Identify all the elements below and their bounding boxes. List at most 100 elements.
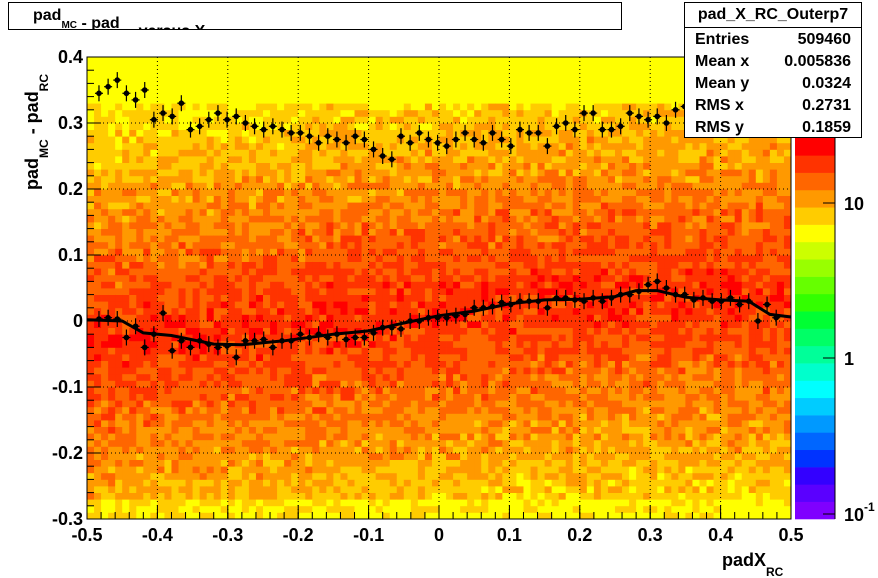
- heatmap-cell: [389, 505, 398, 513]
- heatmap-cell: [185, 486, 193, 493]
- heatmap-cell: [164, 281, 172, 289]
- heatmap-cell: [439, 70, 447, 78]
- heatmap-cell: [439, 202, 447, 210]
- heatmap-cell: [340, 90, 348, 97]
- heatmap-cell: [227, 208, 236, 216]
- heatmap-cell: [319, 426, 327, 434]
- heatmap-cell: [375, 505, 384, 513]
- heatmap-cell: [572, 215, 581, 223]
- heatmap-cell: [143, 288, 151, 295]
- heatmap-cell: [206, 505, 215, 513]
- heatmap-cell: [467, 103, 475, 111]
- heatmap-cell: [157, 162, 165, 170]
- heatmap-cell: [192, 321, 201, 328]
- heatmap-cell: [446, 479, 454, 487]
- heatmap-cell: [270, 63, 278, 71]
- heatmap-cell: [206, 360, 215, 368]
- heatmap-cell: [277, 406, 285, 414]
- heatmap-cell: [319, 63, 327, 71]
- heatmap-cell: [354, 149, 362, 157]
- heatmap-cell: [305, 294, 313, 302]
- heatmap-cell: [270, 281, 278, 289]
- heatmap-cell: [565, 347, 574, 355]
- heatmap-cell: [157, 459, 165, 467]
- heatmap-cell: [431, 281, 440, 289]
- heatmap-cell: [220, 472, 229, 480]
- heatmap-cell: [270, 340, 278, 348]
- heatmap-cell: [474, 433, 482, 441]
- heatmap-cell: [361, 512, 369, 520]
- heatmap-cell: [227, 222, 236, 229]
- heatmap-cell: [143, 505, 151, 513]
- heatmap-cell: [389, 380, 398, 388]
- heatmap-cell: [171, 123, 179, 130]
- heatmap-cell: [453, 439, 461, 447]
- heatmap-cell: [368, 116, 377, 124]
- heatmap-cell: [502, 149, 510, 157]
- heatmap-cell: [326, 479, 334, 487]
- heatmap-cell: [417, 274, 426, 282]
- heatmap-cell: [481, 406, 489, 414]
- heatmap-cell: [333, 380, 341, 388]
- heatmap-cell: [87, 439, 95, 447]
- heatmap-cell: [241, 228, 250, 236]
- heatmap-cell: [115, 393, 123, 401]
- heatmap-cell: [544, 486, 553, 493]
- heatmap-cell: [312, 380, 320, 388]
- heatmap-cell: [241, 406, 250, 414]
- heatmap-cell: [488, 413, 496, 421]
- heatmap-cell: [502, 189, 510, 196]
- heatmap-cell: [185, 149, 193, 157]
- heatmap-cell: [298, 228, 306, 236]
- heatmap-cell: [115, 413, 123, 421]
- heatmap-cell: [185, 208, 193, 216]
- heatmap-cell: [572, 182, 581, 190]
- heatmap-cell: [439, 453, 447, 460]
- heatmap-cell: [213, 129, 222, 137]
- heatmap-cell: [558, 380, 567, 388]
- heatmap-cell: [115, 129, 123, 137]
- heatmap-cell: [143, 426, 151, 434]
- heatmap-cell: [502, 453, 510, 460]
- heatmap-cell: [157, 208, 165, 216]
- heatmap-cell: [263, 169, 271, 177]
- heatmap-cell: [326, 499, 334, 507]
- heatmap-cell: [178, 57, 186, 64]
- heatmap-cell: [129, 175, 137, 183]
- heatmap-cell: [284, 182, 292, 190]
- heatmap-cell: [558, 400, 567, 408]
- heatmap-cell: [192, 413, 201, 421]
- heatmap-cell: [185, 439, 193, 447]
- heatmap-cell: [572, 208, 581, 216]
- heatmap-cell: [312, 129, 320, 137]
- heatmap-cell: [270, 307, 278, 315]
- heatmap-cell: [150, 499, 158, 507]
- heatmap-cell: [150, 380, 158, 388]
- heatmap-cell: [192, 446, 201, 454]
- heatmap-cell: [389, 116, 398, 124]
- heatmap-cell: [474, 156, 482, 163]
- heatmap-cell: [460, 109, 468, 117]
- heatmap-cell: [164, 228, 172, 236]
- heatmap-cell: [157, 268, 165, 276]
- heatmap-cell: [143, 420, 151, 427]
- heatmap-cell: [565, 169, 574, 177]
- heatmap-cell: [305, 208, 313, 216]
- heatmap-cell: [263, 208, 271, 216]
- heatmap-cell: [354, 360, 362, 368]
- heatmap-cell: [565, 241, 574, 249]
- heatmap-cell: [213, 426, 222, 434]
- heatmap-cell: [305, 400, 313, 408]
- heatmap-cell: [291, 90, 299, 97]
- heatmap-cell: [206, 334, 215, 342]
- heatmap-cell: [544, 426, 553, 434]
- heatmap-cell: [481, 347, 489, 355]
- heatmap-cell: [481, 109, 489, 117]
- heatmap-cell: [502, 129, 510, 137]
- heatmap-cell: [291, 512, 299, 520]
- heatmap-cell: [206, 354, 215, 361]
- heatmap-cell: [248, 505, 257, 513]
- heatmap-cell: [312, 57, 320, 64]
- heatmap-cell: [368, 195, 377, 203]
- heatmap-cell: [136, 202, 144, 210]
